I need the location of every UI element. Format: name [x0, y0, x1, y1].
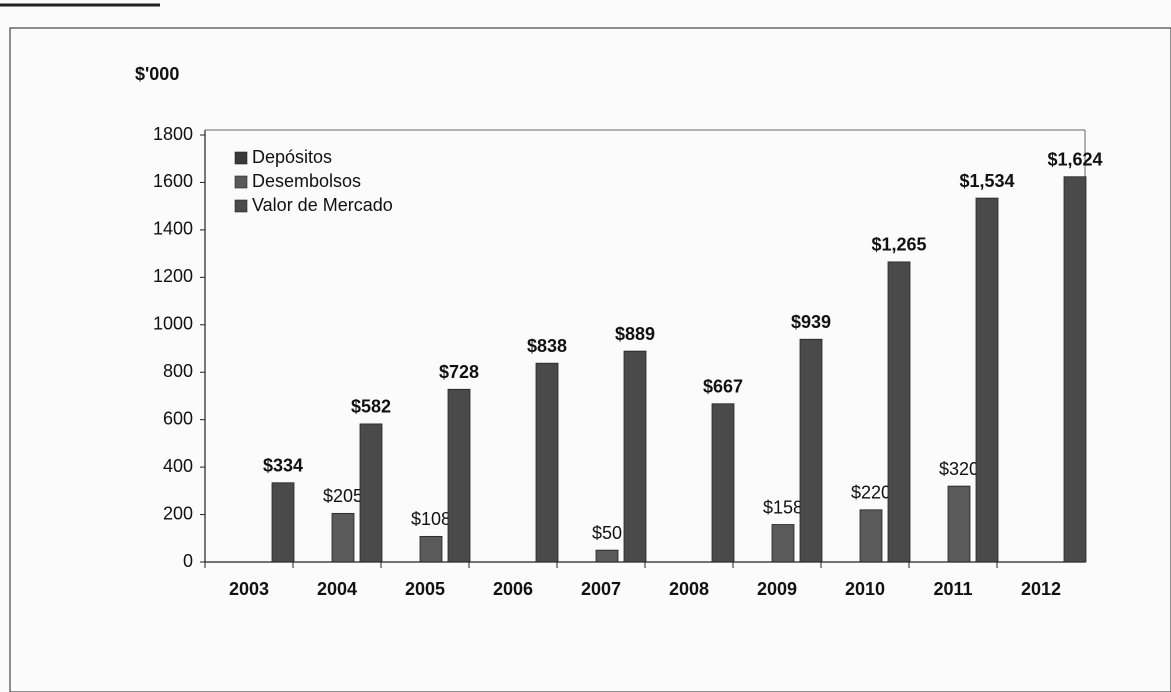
y-tick-label: 800 [163, 361, 193, 381]
value-label: $1,624 [1047, 150, 1102, 170]
bar [419, 535, 443, 563]
legend-label: Valor de Mercado [252, 195, 393, 215]
bar [947, 485, 971, 563]
y-tick-label: 1800 [153, 124, 193, 144]
bar [859, 509, 883, 563]
bar [535, 362, 559, 563]
y-tick-label: 0 [183, 551, 193, 571]
value-label: $205 [323, 486, 363, 506]
value-label: $1,265 [871, 235, 926, 255]
bar [331, 512, 355, 563]
x-tick-label: 2007 [581, 579, 621, 599]
value-label: $889 [615, 324, 655, 344]
value-label: $728 [439, 362, 479, 382]
bar [271, 482, 295, 563]
bar [799, 338, 823, 563]
legend-swatch [234, 151, 248, 165]
bar [447, 388, 471, 563]
y-tick-label: 200 [163, 503, 193, 523]
bar [887, 261, 911, 563]
value-label: $582 [351, 397, 391, 417]
x-tick-label: 2010 [845, 579, 885, 599]
y-tick-label: 1600 [153, 171, 193, 191]
x-tick-label: 2009 [757, 579, 797, 599]
y-tick-label: 1000 [153, 314, 193, 334]
value-label: $320 [939, 459, 979, 479]
frame [9, 27, 1171, 692]
x-tick-label: 2004 [317, 579, 357, 599]
value-label: $1,534 [959, 171, 1014, 191]
x-tick-label: 2003 [229, 579, 269, 599]
value-label: $939 [791, 312, 831, 332]
x-tick-label: 2005 [405, 579, 445, 599]
legend-label: Desembolsos [252, 171, 361, 191]
y-axis-label: $'000 [135, 64, 179, 84]
legend-swatch [234, 175, 248, 189]
legend-label: Depósitos [252, 147, 332, 167]
value-label: $667 [703, 377, 743, 397]
value-label: $334 [263, 456, 303, 476]
x-tick-label: 2012 [1021, 579, 1061, 599]
bar [623, 350, 647, 563]
value-label: $50 [592, 523, 622, 543]
bar [359, 423, 383, 563]
y-tick-label: 1200 [153, 266, 193, 286]
bar [711, 403, 735, 563]
bar [771, 524, 795, 563]
x-tick-label: 2006 [493, 579, 533, 599]
y-tick-label: 600 [163, 408, 193, 428]
y-tick-label: 1400 [153, 219, 193, 239]
x-tick-label: 2011 [933, 579, 972, 599]
value-label: $838 [527, 336, 567, 356]
value-label: $220 [851, 483, 891, 503]
y-tick-label: 400 [163, 456, 193, 476]
bar [1063, 176, 1087, 563]
legend-swatch [234, 199, 248, 213]
value-label: $108 [411, 509, 451, 529]
x-tick-label: 2008 [669, 579, 709, 599]
bar [595, 549, 619, 563]
value-label: $158 [763, 497, 803, 517]
bar [975, 197, 999, 563]
